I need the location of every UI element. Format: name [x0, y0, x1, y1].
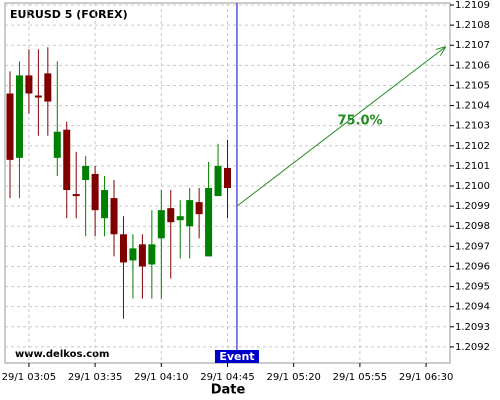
x-tick-label: 29/1 05:20 [266, 372, 320, 383]
y-tick-label: 1.2099 [455, 201, 490, 212]
x-tick-label: 29/1 03:05 [2, 372, 56, 383]
candle-body [82, 165, 90, 180]
x-tick-label: 29/1 03:35 [68, 372, 122, 383]
y-tick-label: 1.2098 [455, 221, 490, 232]
y-tick-label: 1.2097 [455, 241, 490, 252]
candle-body [205, 188, 213, 257]
candle-body [214, 165, 222, 197]
candle-body [138, 244, 146, 267]
candle-body [15, 75, 23, 158]
y-tick-label: 1.2095 [455, 282, 490, 293]
candle-body [148, 244, 156, 265]
candle-body [176, 216, 184, 221]
y-tick-label: 1.2103 [455, 121, 490, 132]
x-tick-label: 29/1 04:10 [134, 372, 188, 383]
candle-body [186, 200, 194, 227]
y-tick-label: 1.2100 [455, 181, 490, 192]
candle-body [53, 131, 61, 158]
candle-body [195, 202, 203, 215]
y-tick-label: 1.2105 [455, 80, 490, 91]
watermark: www.delkos.com [15, 349, 109, 360]
y-tick-label: 1.2096 [455, 261, 490, 272]
x-axis-title: Date [211, 383, 246, 398]
y-tick-label: 1.2093 [455, 322, 490, 333]
y-tick-label: 1.2094 [455, 302, 490, 313]
candle-body [110, 198, 118, 235]
y-tick-label: 1.2102 [455, 141, 490, 152]
candle-body [157, 210, 165, 239]
x-tick-label: 29/1 05:55 [333, 372, 387, 383]
candle-body [101, 190, 109, 219]
x-tick-label: 29/1 06:30 [399, 372, 453, 383]
candle-body [63, 129, 71, 191]
x-tick-label: 29/1 04:45 [200, 372, 254, 383]
y-tick-label: 1.2106 [455, 60, 490, 71]
candle-body [119, 234, 127, 263]
candle-body [224, 167, 231, 189]
y-tick-label: 1.2101 [455, 161, 490, 172]
candle-body [34, 95, 42, 98]
candle-body [167, 208, 175, 223]
event-box [214, 350, 259, 363]
y-tick-label: 1.2107 [455, 40, 490, 51]
projection-label: 75.0% [337, 114, 382, 129]
candle-body [44, 73, 52, 102]
candle-body [91, 173, 99, 211]
y-tick-label: 1.2092 [455, 342, 490, 353]
candle-body [6, 93, 14, 160]
y-tick-label: 1.2109 [455, 0, 490, 11]
y-tick-label: 1.2108 [455, 20, 490, 31]
candle-body [129, 248, 137, 261]
chart-title: EURUSD 5 (FOREX) [10, 8, 128, 21]
projection-arrow [236, 47, 445, 207]
event-label: Event [219, 350, 254, 363]
candle-body [25, 75, 33, 94]
candle-body [72, 194, 80, 197]
y-tick-label: 1.2104 [455, 101, 490, 112]
